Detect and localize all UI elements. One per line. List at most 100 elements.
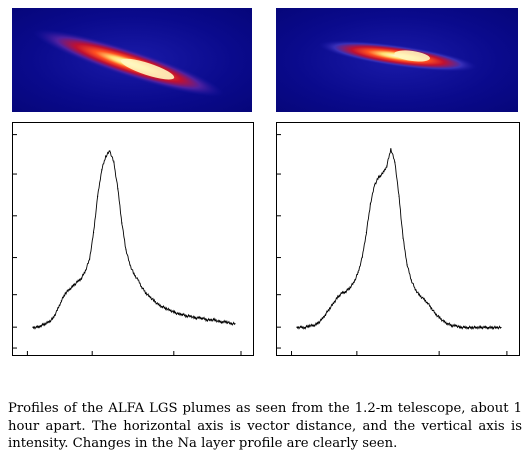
profile-left-data-point (72, 285, 74, 287)
profile-right-data-point (455, 325, 457, 327)
profile-left-data-point (109, 150, 111, 152)
profile-right-data-point (467, 327, 469, 328)
profile-right-data-point (496, 327, 498, 328)
profile-left-data-point (44, 323, 46, 325)
profile-right-data-point (402, 237, 404, 239)
profile-left-data-point (149, 296, 151, 298)
profile-right-data-point (349, 287, 351, 289)
profile-left-data-point (186, 315, 188, 317)
profile-right-data-point (325, 313, 327, 315)
profile-left-data-point (145, 292, 147, 294)
profile-right-data-point (439, 317, 441, 319)
profile-right-data-point (390, 148, 392, 150)
profile-plot-right-svg (277, 134, 508, 355)
profile-left-data-point (137, 279, 139, 281)
profile-left-data-point (85, 270, 87, 271)
profile-right-data-point (365, 232, 367, 233)
profile-right-data-point (459, 327, 461, 328)
profile-plot-left (12, 122, 254, 356)
profile-right-data-point (398, 195, 400, 197)
profile-left-data-point (194, 317, 196, 319)
profile-left-data-point (97, 195, 99, 197)
profile-right-data-point (386, 165, 388, 167)
profile-right-data-point (435, 313, 437, 315)
profile-right-data-point (500, 327, 502, 328)
profile-left-data-point (48, 321, 50, 323)
profile-left-data-point (198, 317, 200, 319)
profile-left-data-point (113, 161, 115, 163)
profile-right-data-point (431, 308, 433, 309)
profile-left-data-point (121, 222, 123, 224)
profile-left-series-line (32, 150, 236, 330)
profile-left-data-point (234, 323, 236, 325)
profile-plot-right (276, 122, 520, 356)
profile-right-data-point (427, 302, 429, 304)
profile-right-data-point (394, 161, 396, 163)
profile-left-data-point (40, 325, 42, 327)
profile-right-data-point (418, 294, 420, 296)
profile-left-data-point (141, 287, 143, 289)
profile-right-data-point (463, 327, 465, 328)
profile-right-data-point (492, 327, 494, 328)
profile-left-data-point (76, 281, 78, 283)
profile-right-data-point (312, 325, 314, 327)
plume-left-graphic (33, 29, 224, 97)
profile-right-data-point (329, 308, 331, 309)
profile-left-data-point (161, 306, 163, 308)
figure-caption: Profiles of the ALFA LGS plumes as seen … (8, 401, 522, 451)
profile-left-data-point (93, 232, 95, 233)
profile-left-data-point (133, 273, 135, 275)
profile-left-data-point (222, 321, 224, 323)
profile-right-data-point (476, 327, 478, 328)
profile-left-data-point (52, 317, 54, 319)
profile-left-data-point (206, 319, 208, 321)
profile-right-data-point (414, 289, 416, 290)
profile-right-data-point (447, 323, 449, 325)
profile-right-data-point (378, 176, 380, 178)
profile-left-data-point (230, 323, 232, 325)
profile-right-data-point (296, 327, 298, 328)
plume-image-right (276, 8, 518, 112)
profile-right-data-point (422, 298, 424, 300)
profile-left-data-point (64, 292, 66, 294)
profile-right-data-point (374, 184, 376, 186)
profile-right-data-point (353, 281, 355, 283)
profile-left-data-point (214, 319, 216, 321)
profile-right-data-point (451, 325, 453, 327)
profile-left-data-point (105, 156, 107, 157)
profile-right-data-point (341, 292, 343, 294)
profile-left-data-point (169, 309, 171, 311)
profile-left-data-point (157, 304, 159, 306)
profile-right-data-point (480, 327, 482, 328)
profile-left-data-point (68, 289, 70, 290)
profile-left-data-point (181, 313, 183, 315)
profile-left-data-point (89, 258, 91, 260)
profile-left-data-point (101, 169, 103, 171)
profile-left-data-point (80, 277, 82, 279)
profile-left-data-point (125, 249, 127, 251)
profile-right-data-point (484, 327, 486, 328)
profile-right-data-point (316, 323, 318, 325)
profile-right-data-point (304, 327, 306, 328)
profile-left-data-point (153, 300, 155, 302)
profile-left-data-point (60, 300, 62, 302)
profile-left-data-point (36, 327, 38, 328)
profile-left-data-point (32, 327, 34, 328)
profile-left-data-point (129, 264, 131, 266)
profile-left-data-point (173, 311, 175, 313)
profile-right-data-point (337, 296, 339, 298)
profile-right-data-point (488, 327, 490, 328)
profile-left-data-point (218, 321, 220, 323)
profile-left-data-point (177, 313, 179, 315)
profile-right-data-point (320, 319, 322, 321)
profile-right-series-line (296, 148, 502, 331)
profile-right-data-point (333, 302, 335, 304)
profile-left-data-point (117, 188, 119, 190)
profile-left-data-point (165, 308, 167, 309)
profile-right-data-point (382, 173, 384, 175)
profile-right-data-point (361, 256, 363, 258)
profile-right-data-point (410, 279, 412, 281)
profile-right-data-point (471, 327, 473, 328)
plume-image-left (12, 8, 252, 112)
profile-left-data-point (190, 315, 192, 317)
